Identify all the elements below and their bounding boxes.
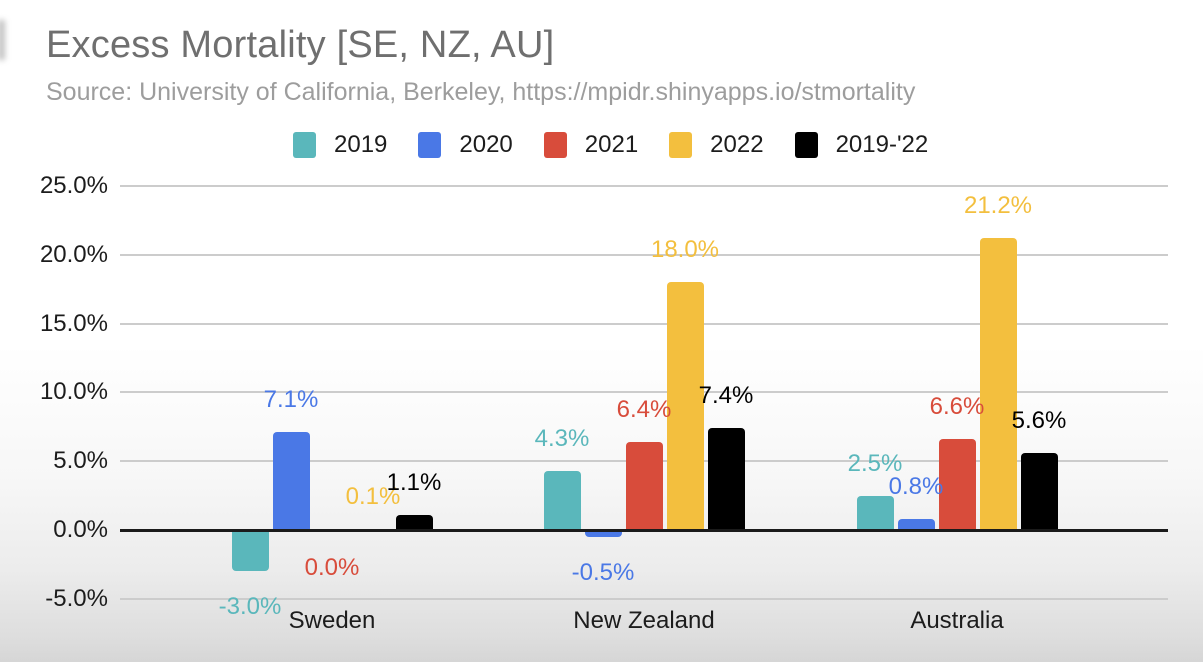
bar-value-label: 6.6% bbox=[929, 393, 985, 421]
y-tick-label: -5.0% bbox=[45, 584, 108, 612]
category-label: Sweden bbox=[288, 607, 376, 634]
bar-2019-'22-sweden bbox=[395, 514, 433, 530]
legend-label: 2020 bbox=[459, 131, 513, 158]
bar-value-label: 0.0% bbox=[304, 554, 360, 581]
legend-label: 2022 bbox=[710, 131, 764, 158]
bar-2020-new-zealand bbox=[584, 530, 622, 537]
bar-2021-new-zealand bbox=[625, 441, 663, 530]
y-tick-label: 0.0% bbox=[53, 516, 108, 543]
bar-value-label: 5.6% bbox=[1011, 406, 1067, 434]
x-axis-line bbox=[120, 528, 1168, 532]
gridline bbox=[120, 253, 1168, 256]
legend-item: 2022 bbox=[669, 131, 764, 159]
bar-2021-australia bbox=[938, 439, 976, 530]
bar-value-label: 7.4% bbox=[698, 382, 754, 410]
gridline bbox=[120, 185, 1168, 187]
legend-item: 2021 bbox=[543, 131, 639, 159]
bar-value-label: 0.8% bbox=[888, 472, 944, 500]
legend-label: 2021 bbox=[584, 131, 639, 158]
y-tick-label: 25.0% bbox=[39, 172, 108, 199]
bar-value-label: 7.1% bbox=[263, 386, 319, 414]
y-tick-label: 5.0% bbox=[53, 447, 108, 475]
chart-subtitle: Source: University of California, Berkel… bbox=[46, 78, 916, 106]
legend-swatch-icon bbox=[669, 132, 693, 158]
bar-value-label: 18.0% bbox=[650, 236, 720, 264]
category-label: New Zealand bbox=[573, 607, 715, 634]
legend: 2019 2020 2021 2022 2019-'22 bbox=[293, 130, 928, 160]
legend-label: 2019-'22 bbox=[835, 131, 929, 158]
legend-swatch-icon bbox=[293, 132, 316, 158]
bar-value-label: 6.4% bbox=[616, 395, 672, 423]
bar-2019-sweden bbox=[231, 530, 269, 572]
y-tick-label: 15.0% bbox=[39, 309, 108, 337]
video-artifact bbox=[0, 20, 5, 60]
y-tick-label: 10.0% bbox=[39, 378, 108, 406]
gridline bbox=[120, 391, 1168, 394]
legend-swatch-icon bbox=[418, 132, 442, 158]
bar-2019-'22-new-zealand bbox=[707, 428, 745, 530]
bar-2022-australia bbox=[979, 238, 1017, 530]
bar-value-label: 21.2% bbox=[963, 192, 1033, 220]
legend-label: 2019 bbox=[334, 131, 388, 158]
legend-swatch-icon bbox=[794, 132, 818, 158]
chart-title: Excess Mortality [SE, NZ, AU] bbox=[46, 24, 555, 66]
bar-2019-'22-australia bbox=[1020, 452, 1058, 530]
legend-item: 2019-'22 bbox=[794, 131, 929, 159]
bar-2019-australia bbox=[856, 495, 894, 530]
category-label: Australia bbox=[910, 607, 1004, 634]
legend-item: 2020 bbox=[418, 131, 513, 159]
bar-value-label: -3.0% bbox=[218, 593, 282, 621]
y-tick-label: 20.0% bbox=[39, 240, 108, 268]
bar-2019-new-zealand bbox=[543, 470, 581, 530]
bar-value-label: 4.3% bbox=[534, 424, 590, 452]
bar-value-label: -0.5% bbox=[571, 558, 635, 586]
bar-2020-australia bbox=[897, 518, 935, 530]
gridline bbox=[120, 322, 1168, 325]
bar-value-label: 0.1% bbox=[345, 482, 401, 510]
legend-item: 2019 bbox=[293, 131, 387, 159]
gridline bbox=[120, 597, 1168, 600]
legend-swatch-icon bbox=[543, 132, 567, 158]
bar-value-label: 1.1% bbox=[386, 468, 442, 496]
bar-2020-sweden bbox=[272, 432, 310, 530]
bar-2022-new-zealand bbox=[666, 282, 704, 530]
bar-value-label: 2.5% bbox=[847, 449, 903, 477]
